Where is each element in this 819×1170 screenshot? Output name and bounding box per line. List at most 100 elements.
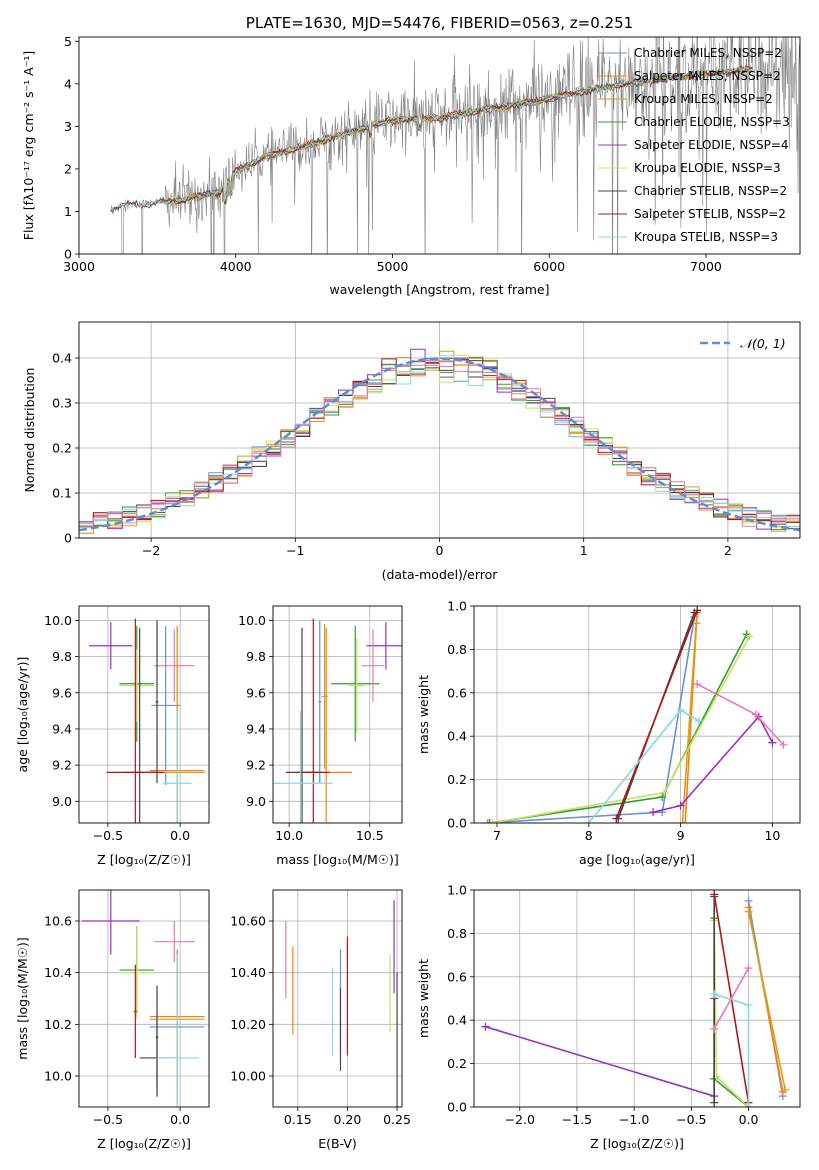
y-tick-label: 10.0: [238, 613, 266, 628]
x-tick-label: 5000: [377, 259, 409, 274]
x-tick-label: −0.5: [93, 1112, 123, 1127]
y-tick-label: 0.2: [52, 441, 72, 456]
plot-area: [79, 348, 800, 538]
chart-mass_vs_Z: −0.5 0.0 10.0 10.2 10.4 10.6 Z [log₁₀(Z/Z☉)] ma…: [15, 889, 210, 1151]
errorbar-point: [155, 620, 159, 784]
errorbar-point: [321, 624, 328, 769]
weight-series: [649, 712, 777, 817]
y-tick-label: 9.0: [246, 794, 266, 809]
data-point-marker: [676, 801, 685, 810]
data-point-marker: [693, 606, 702, 615]
y-tick-label: 4: [64, 76, 72, 91]
y-tick-label: 9.2: [246, 758, 266, 773]
data-point-marker: [584, 819, 593, 823]
x-axis-label: wavelength [Angstrom, rest frame]: [329, 282, 549, 297]
x-tick-label: 0.25: [383, 1112, 411, 1127]
y-axis-label: Flux [fλ10⁻¹⁷ erg cm⁻² s⁻¹ A⁻¹]: [21, 51, 36, 240]
x-axis-label: (data-model)/error: [382, 567, 499, 582]
errorbar-point: [119, 926, 155, 1020]
axes-frame: [272, 605, 403, 824]
y-axis-label: mass weight: [416, 959, 431, 1038]
spectrum-data-line: [110, 37, 800, 254]
data-point-marker: [676, 706, 685, 715]
chart-weight_vs_Z: −2.0 −1.5 −1.0 −0.5 0.0 0.0 0.2 0.4 0.6 0.8 1.0 Z […: [416, 883, 801, 1151]
errorbar-point: [348, 638, 365, 733]
x-tick-label: 0.20: [334, 1112, 362, 1127]
x-tick-label: 3000: [63, 259, 95, 274]
y-tick-label: 9.4: [246, 721, 266, 736]
axes-frame: [78, 36, 801, 255]
data-point-marker: [488, 819, 497, 823]
data-point-marker: [744, 1001, 753, 1010]
data-point-marker: [710, 1024, 719, 1033]
data-point-marker: [693, 680, 702, 689]
plot-area: [285, 900, 398, 1107]
x-tick-label: 0.0: [170, 1112, 190, 1127]
errorbar-point: [133, 964, 137, 1058]
y-axis-label: age [log₁₀(age/yr)]: [15, 657, 30, 773]
y-tick-label: 0.2: [447, 1056, 467, 1071]
plot-area: [483, 606, 788, 823]
y-tick-label: 1.0: [447, 599, 467, 614]
y-tick-label: 10.6: [44, 914, 72, 929]
data-point-marker: [744, 1103, 753, 1107]
errorbar-point: [331, 625, 380, 742]
y-tick-label: 0.6: [447, 969, 467, 984]
weight-series: [612, 606, 702, 823]
y-tick-label: 1.0: [447, 883, 467, 898]
y-tick-label: 9.6: [52, 685, 72, 700]
y-tick-label: 9.8: [52, 649, 72, 664]
errorbar-point: [154, 629, 195, 702]
y-tick-label: 9.0: [52, 794, 72, 809]
data-point-marker: [694, 717, 703, 726]
chart-title: PLATE=1630, MJD=54476, FIBERID=0563, z=0…: [246, 14, 633, 32]
y-tick-label: 3: [64, 119, 72, 134]
legend-entry: Salpeter STELIB, NSSP=2: [634, 207, 786, 221]
weight-series: [710, 914, 753, 1107]
x-axis-label: mass [log₁₀(M/M☉)]: [276, 852, 398, 867]
data-point-marker: [481, 1022, 490, 1031]
x-tick-label: 6000: [533, 259, 565, 274]
y-tick-label: 10.40: [230, 965, 266, 980]
legend-entry: Kroupa MILES, NSSP=2: [634, 92, 773, 106]
y-tick-label: 0.8: [447, 926, 467, 941]
weight-series: [481, 994, 719, 1101]
legend-entry: Salpeter MILES, NSSP=2: [634, 69, 781, 83]
errorbar-point: [155, 954, 199, 1107]
weight-series: [488, 632, 754, 823]
x-tick-label: 10.5: [356, 828, 384, 843]
data-point-marker: [681, 819, 690, 823]
x-tick-label: 0.0: [170, 828, 190, 843]
y-tick-label: 9.4: [52, 721, 72, 736]
x-tick-label: 9: [677, 828, 685, 843]
y-tick-label: 9.2: [52, 758, 72, 773]
y-tick-label: 0.4: [447, 1013, 467, 1028]
y-tick-label: 5: [64, 34, 72, 49]
data-point-marker: [710, 990, 719, 999]
chart-spectrum: 3000 4000 5000 6000 7000 0 1 2 3 4 5 wavelength [An…: [21, 14, 801, 297]
data-point-marker: [660, 788, 669, 797]
y-tick-label: 0.4: [447, 729, 467, 744]
model-line-chabrier-miles: [165, 64, 753, 207]
chart-mass_vs_ebv: 0.15 0.20 0.25 10.00 10.20 10.40 10.60 E(B-V): [230, 889, 411, 1151]
y-tick-label: 10.4: [44, 965, 72, 980]
data-point-marker: [692, 619, 701, 628]
plot-area: [273, 618, 402, 823]
legend-entry: Chabrier ELODIE, NSSP=3: [634, 115, 790, 129]
y-tick-label: 0.0: [447, 1100, 467, 1115]
chart-age_vs_mass: 10.0 10.5 9.0 9.2 9.4 9.6 9.8 10.0 mass [log₁₀(M…: [238, 605, 403, 867]
data-point-marker: [779, 740, 788, 749]
y-tick-label: 0: [64, 247, 72, 262]
chart-age_vs_Z: −0.5 0.0 9.0 9.2 9.4 9.6 9.8 10.0 Z [log₁₀(Z/Z☉)…: [15, 605, 210, 867]
data-point-marker: [483, 819, 492, 823]
x-axis-label: Z [log₁₀(Z/Z☉)]: [590, 1136, 684, 1151]
x-axis-label: E(B-V): [318, 1136, 357, 1151]
data-point-marker: [612, 814, 621, 823]
y-tick-label: 0.2: [447, 772, 467, 787]
data-point-marker: [744, 907, 753, 916]
axes-frame: [78, 321, 801, 539]
plot-area: [481, 890, 790, 1107]
y-tick-label: 10.2: [44, 1017, 72, 1032]
y-tick-label: 1: [64, 204, 72, 219]
